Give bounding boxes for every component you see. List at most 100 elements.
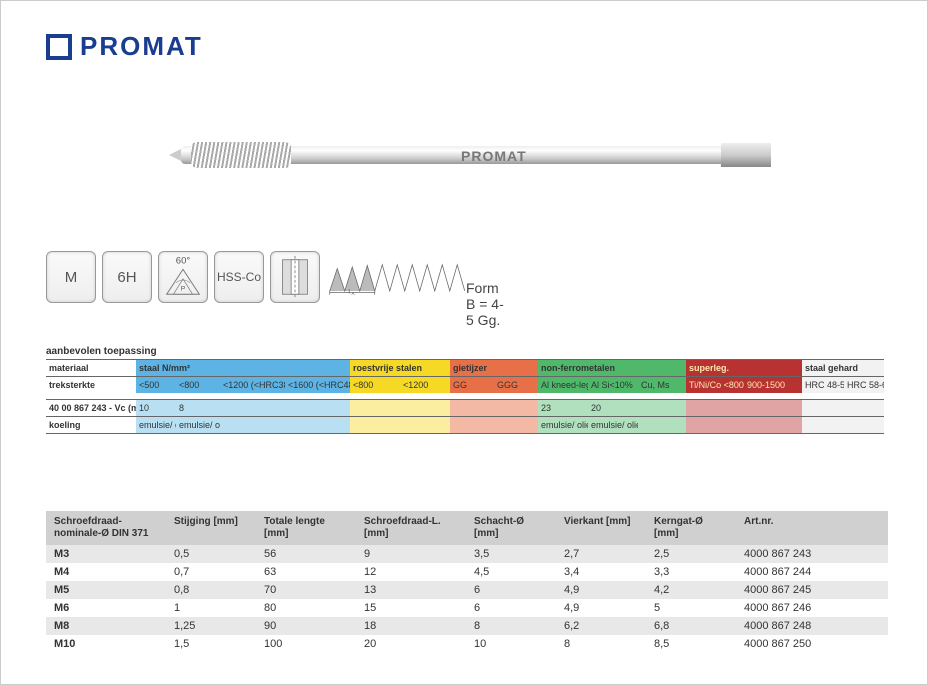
tap-illustration: PROMAT	[181, 126, 771, 186]
app-cell	[400, 416, 450, 433]
table-cell: 4,5	[466, 563, 556, 581]
table-cell: 56	[256, 545, 356, 563]
app-cell: <800	[176, 376, 220, 393]
table-cell: 1,5	[166, 635, 256, 653]
table-cell: 8	[466, 617, 556, 635]
col-header: Vierkant [mm]	[556, 511, 646, 545]
table-cell: 80	[256, 599, 356, 617]
app-cell	[494, 399, 538, 416]
table-row: M81,25901886,26,84000 867 248	[46, 617, 888, 635]
table-row: M40,763124,53,43,34000 867 244	[46, 563, 888, 581]
col-header: Schacht-Ø [mm]	[466, 511, 556, 545]
table-cell: 8,5	[646, 635, 736, 653]
spec-thread-type: M	[46, 251, 96, 303]
table-cell: 4,2	[646, 581, 736, 599]
table-cell: 3,4	[556, 563, 646, 581]
app-cell	[494, 416, 538, 433]
app-cell	[285, 399, 350, 416]
logo-icon	[46, 34, 72, 60]
app-cell: HRC 58-63	[844, 376, 884, 393]
app-cell	[844, 416, 884, 433]
table-cell: 13	[356, 581, 466, 599]
app-cell	[538, 433, 588, 434]
app-cell	[400, 399, 450, 416]
table-cell: 70	[256, 581, 356, 599]
app-cell: 8	[176, 399, 220, 416]
product-data-table: Schroefdraad-nominale-Ø DIN 371 Stijging…	[46, 511, 888, 653]
table-cell: 6,2	[556, 617, 646, 635]
app-cell	[638, 399, 686, 416]
app-cell	[400, 433, 450, 434]
app-cell	[686, 416, 744, 433]
app-cell: <1200 (<HRC38)	[220, 376, 285, 393]
app-cell	[285, 433, 350, 434]
table-cell: 4,9	[556, 599, 646, 617]
table-row: M50,8701364,94,24000 867 245	[46, 581, 888, 599]
app-cell: staal gehard	[802, 359, 884, 376]
app-cell	[450, 433, 494, 434]
app-cell: emulsie/ olie	[588, 416, 638, 433]
app-cell	[285, 416, 350, 433]
app-cell	[802, 399, 844, 416]
app-cell: Al kneed-leg.	[538, 376, 588, 393]
app-cell	[350, 433, 400, 434]
spec-through-hole-icon	[270, 251, 320, 303]
app-table-title: aanbevolen toepassing	[46, 346, 888, 357]
app-cell: <800	[350, 376, 400, 393]
app-cell	[588, 433, 638, 434]
brand-logo: PROMAT	[46, 31, 203, 62]
app-cell	[802, 433, 844, 434]
table-cell: 8	[556, 635, 646, 653]
app-cell	[450, 399, 494, 416]
table-cell: 6	[466, 581, 556, 599]
table-cell: M10	[46, 635, 166, 653]
app-cell	[350, 416, 400, 433]
table-cell: 4000 867 243	[736, 545, 888, 563]
app-cell: 40 00 867 243 - Vc (m/min)	[46, 399, 136, 416]
app-cell	[686, 433, 744, 434]
app-cell: <1200	[400, 376, 450, 393]
col-header: Schroefdraad-nominale-Ø DIN 371	[46, 511, 166, 545]
table-cell: M3	[46, 545, 166, 563]
app-cell	[744, 399, 802, 416]
app-cell: GGG	[494, 376, 538, 393]
svg-text:P: P	[181, 285, 186, 292]
app-cell	[844, 399, 884, 416]
app-cell	[450, 416, 494, 433]
table-cell: 4000 867 246	[736, 599, 888, 617]
app-cell: non-ferrometalen	[538, 359, 686, 376]
app-cell: <500	[136, 376, 176, 393]
table-cell: 63	[256, 563, 356, 581]
app-cell: emulsie/ olie	[176, 416, 220, 433]
app-cell	[350, 399, 400, 416]
app-cell	[744, 416, 802, 433]
table-cell: 0,8	[166, 581, 256, 599]
table-cell: 9	[356, 545, 466, 563]
app-cell: 20	[588, 399, 638, 416]
spec-angle: 60° P	[158, 251, 208, 303]
spec-tolerance: 6H	[102, 251, 152, 303]
app-cell: staal N/mm²	[136, 359, 350, 376]
table-cell: 90	[256, 617, 356, 635]
table-cell: 20	[356, 635, 466, 653]
app-cell	[802, 416, 844, 433]
app-cell: Al Si<10%	[588, 376, 638, 393]
table-cell: 4000 867 244	[736, 563, 888, 581]
col-header: Schroefdraad-L. [mm]	[356, 511, 466, 545]
app-cell: 900-1500	[744, 376, 802, 393]
table-cell: 2,7	[556, 545, 646, 563]
app-cell: treksterkte	[46, 376, 136, 393]
table-cell: 1	[166, 599, 256, 617]
app-cell: 10	[136, 399, 176, 416]
table-cell: 0,7	[166, 563, 256, 581]
table-cell: 18	[356, 617, 466, 635]
col-header: Art.nr.	[736, 511, 888, 545]
app-cell: Cu, Ms	[638, 376, 686, 393]
form-label: Form B = 4-5 Gg.	[466, 280, 506, 328]
col-header: Kerngat-Ø [mm]	[646, 511, 736, 545]
table-cell: 6	[466, 599, 556, 617]
app-cell	[686, 399, 744, 416]
tap-brand-label: PROMAT	[461, 148, 527, 164]
table-cell: M6	[46, 599, 166, 617]
table-row: M101,5100201088,54000 867 250	[46, 635, 888, 653]
